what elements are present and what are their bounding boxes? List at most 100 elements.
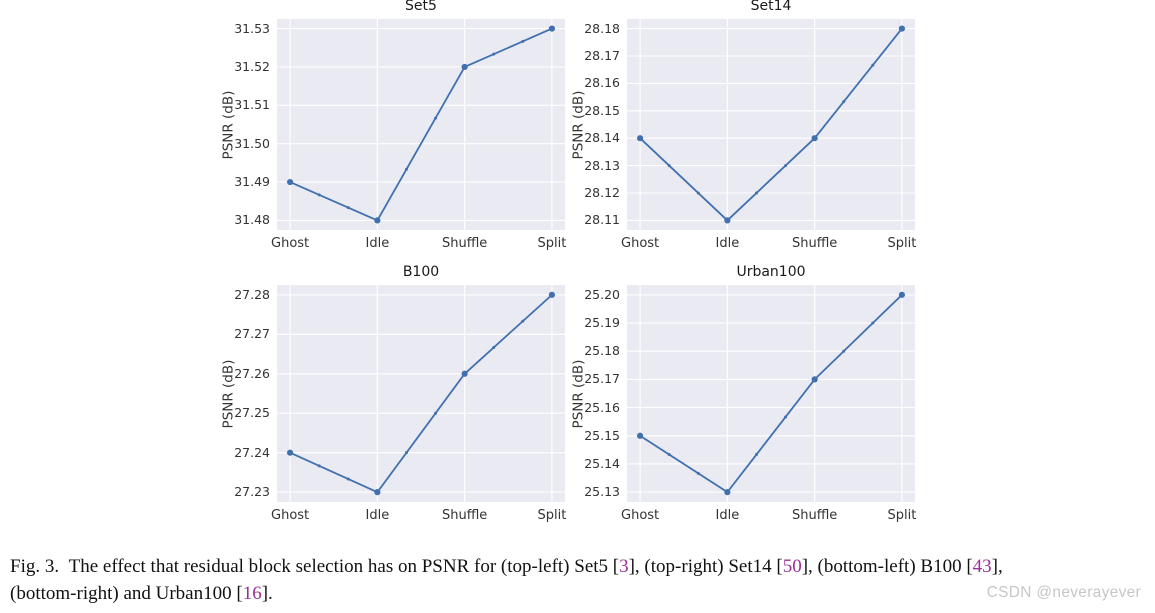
y-tick-label: 27.26 [234, 365, 270, 381]
data-point [898, 291, 906, 298]
data-point [898, 25, 906, 32]
data-point [286, 449, 294, 456]
plot-area-b100 [277, 285, 565, 502]
y-tick-label: 28.12 [584, 185, 620, 200]
citation-number[interactable]: 50 [782, 556, 802, 577]
y-tick-label: 31.53 [234, 20, 270, 36]
x-tick-label: Ghost [271, 236, 310, 251]
plot-background [627, 285, 915, 502]
y-tick-label: 25.13 [584, 484, 620, 500]
chart-title: B100 [402, 264, 440, 280]
chart-title: Set5 [405, 0, 437, 14]
x-tick-label: Shuffle [791, 236, 838, 251]
data-point [636, 432, 644, 439]
x-tick-label: Idle [715, 508, 740, 523]
line-minor-dot [434, 116, 438, 120]
line-minor-dot [667, 453, 671, 457]
plot-area-set14 [627, 19, 915, 230]
data-point [724, 489, 731, 496]
y-tick-label: 28.14 [584, 130, 620, 146]
line-minor-dot [842, 349, 846, 353]
y-tick-label: 27.23 [234, 484, 270, 500]
data-point [724, 217, 731, 224]
csdn-watermark: CSDN @neverayever [986, 584, 1141, 601]
data-point [811, 135, 818, 142]
x-tick-label: Split [537, 236, 567, 251]
psnr-line [289, 27, 553, 222]
data-point [636, 135, 644, 142]
line-minor-dot [346, 477, 350, 481]
y-tick-label: 31.50 [234, 135, 270, 151]
y-tick-label: 28.13 [584, 157, 620, 173]
psnr-line [639, 294, 903, 494]
caption-text: Fig. 3. [10, 556, 60, 577]
x-tick-label: Split [537, 508, 567, 523]
data-point [461, 63, 468, 71]
plot-background [277, 19, 565, 230]
citation-number[interactable]: 16 [242, 583, 262, 604]
data-point [286, 178, 294, 186]
y-tick-label: 28.18 [584, 20, 620, 36]
y-tick-label: 25.14 [584, 455, 620, 471]
psnr-line [289, 294, 553, 494]
caption-text: ]. [261, 583, 273, 604]
plot-background [627, 19, 915, 230]
x-tick-label: Split [887, 236, 917, 251]
caption-text: The effect that residual block selection… [59, 556, 620, 577]
y-tick-label: 28.15 [584, 102, 620, 118]
x-tick-label: Ghost [621, 508, 660, 523]
line-minor-dot [346, 206, 350, 210]
chart-title: Urban100 [736, 264, 806, 280]
x-tick-label: Ghost [621, 236, 660, 251]
line-minor-dot [404, 451, 408, 455]
line-minor-dot [521, 319, 525, 323]
plot-background [277, 285, 565, 502]
y-tick-label: 31.51 [234, 97, 270, 113]
y-tick-label: 25.20 [584, 286, 620, 302]
y-tick-label: 27.27 [234, 326, 270, 342]
psnr-line [639, 28, 903, 222]
y-tick-label: 27.24 [234, 444, 270, 460]
caption-text: ], (top-right) Set14 [ [628, 556, 783, 577]
caption-line: Fig. 3. The effect that residual block s… [10, 553, 1150, 580]
x-tick-label: Split [887, 508, 917, 523]
y-tick-label: 31.52 [234, 58, 270, 74]
y-axis-label: PSNR (dB) [570, 359, 586, 428]
plot-area-urban100 [627, 285, 915, 502]
line-minor-dot [871, 63, 875, 67]
x-tick-label: Shuffle [791, 508, 838, 523]
data-point [374, 217, 381, 224]
line-minor-dot [492, 52, 496, 56]
citation-number[interactable]: 43 [972, 556, 992, 577]
line-minor-dot [842, 100, 846, 104]
caption-text: ], [991, 556, 1003, 577]
data-point [461, 370, 468, 377]
line-minor-dot [404, 167, 408, 171]
line-minor-dot [784, 415, 788, 419]
x-tick-label: Ghost [271, 508, 310, 523]
line-minor-dot [317, 193, 321, 197]
line-minor-dot [317, 464, 321, 468]
citation-number[interactable]: 3 [619, 556, 629, 577]
plot-area-set5 [277, 19, 565, 230]
y-tick-label: 31.48 [234, 212, 270, 228]
y-tick-label: 25.16 [584, 399, 620, 415]
caption-line: (bottom-right) and Urban100 [16]. [10, 580, 1150, 607]
x-tick-label: Idle [365, 508, 390, 523]
chart-title: Set14 [750, 0, 792, 14]
line-minor-dot [434, 411, 438, 415]
line-minor-dot [871, 321, 875, 325]
y-tick-label: 28.16 [584, 75, 620, 91]
y-tick-label: 27.25 [234, 405, 270, 421]
line-minor-dot [667, 164, 671, 168]
x-tick-label: Idle [365, 236, 390, 251]
y-tick-label: 31.49 [234, 174, 270, 190]
line-minor-dot [754, 191, 758, 195]
line-minor-dot [696, 191, 700, 195]
y-tick-label: 27.28 [234, 286, 270, 302]
y-tick-label: 28.17 [584, 47, 620, 63]
